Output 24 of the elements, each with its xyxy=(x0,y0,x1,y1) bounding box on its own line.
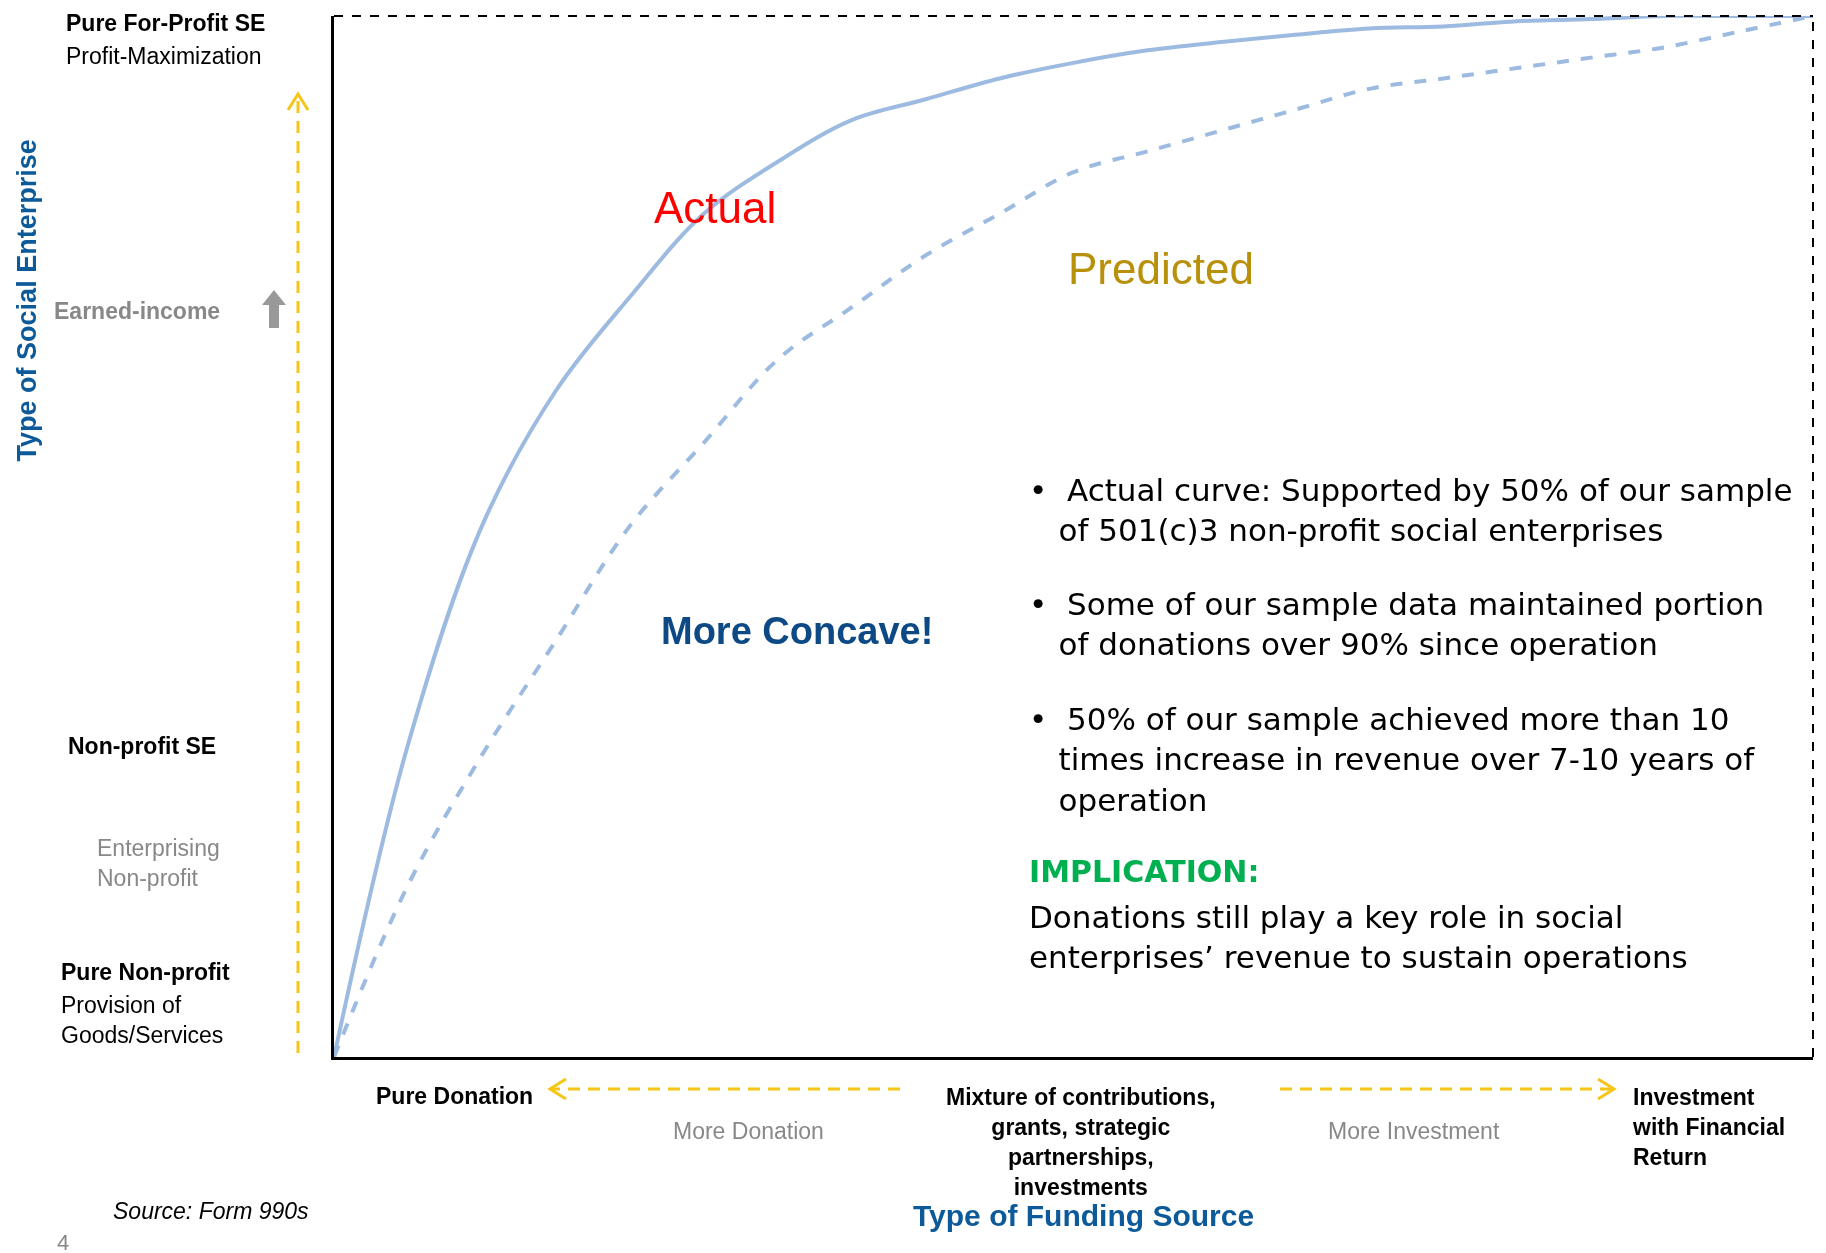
text: More Donation xyxy=(673,1118,824,1144)
series-label: Predicted xyxy=(1068,244,1254,293)
annotation: • 50% of our sample achieved more than 10 times increase in revenue over 7-10 years of operation xyxy=(1029,701,1756,818)
annotation: • Actual curve: Supported by 50% of our sample of 501(c)3 non-profit social enterprises xyxy=(1029,472,1793,549)
text: Profit-Maximization xyxy=(66,43,262,69)
text: Pure Donation xyxy=(376,1083,534,1109)
text: More Investment xyxy=(1328,1118,1500,1144)
text: Earned-income xyxy=(54,298,221,324)
annotation: Donations still play a key role in social enterprises’ revenue to sustain operations xyxy=(1029,899,1688,976)
text: Provision of Goods/Services xyxy=(61,992,224,1048)
source-note: Source: Form 990s xyxy=(113,1198,310,1224)
text: Non-profit SE xyxy=(68,733,217,759)
text: Enterprising Non-profit xyxy=(97,835,220,891)
annotation: • Some of our sample data maintained portion of donations over 90% since operation xyxy=(1029,586,1765,663)
series-label: Actual xyxy=(654,183,777,232)
text: Investment with Financial Return xyxy=(1632,1084,1786,1170)
text: Mixture of contributions, grants, strategic partnerships, investments xyxy=(946,1084,1216,1200)
x-axis-title: Type of Funding Source xyxy=(913,1199,1255,1232)
text: Pure For-Profit SE xyxy=(66,10,266,36)
annotation: More Concave! xyxy=(661,610,934,652)
text: 4 xyxy=(57,1230,70,1253)
annotation: IMPLICATION: xyxy=(1029,854,1260,889)
text: Type of Social Enterprise xyxy=(12,139,43,462)
text: Pure Non-profit xyxy=(61,959,230,985)
